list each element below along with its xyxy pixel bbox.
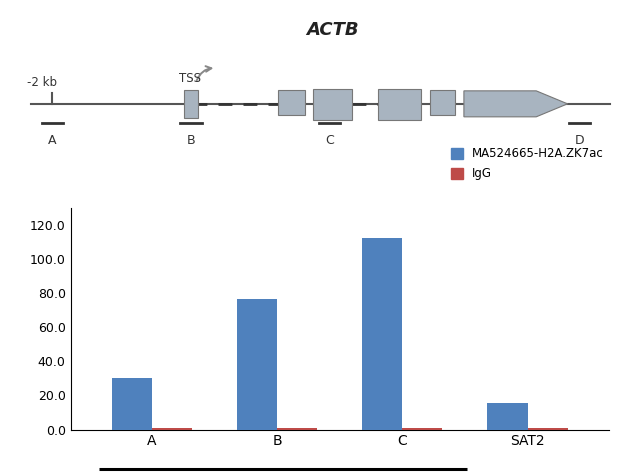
Bar xyxy=(362,238,403,430)
Text: C: C xyxy=(325,134,334,147)
Bar xyxy=(185,90,197,118)
Text: D: D xyxy=(575,134,585,147)
Bar xyxy=(237,299,277,430)
Bar xyxy=(152,428,192,430)
Bar xyxy=(277,428,317,430)
Text: ACTB: ACTB xyxy=(306,21,359,39)
Bar xyxy=(313,89,353,120)
Bar xyxy=(430,90,456,115)
Bar xyxy=(378,89,421,120)
Bar xyxy=(528,428,568,430)
Text: TSS: TSS xyxy=(179,72,201,85)
Bar xyxy=(488,403,528,430)
Legend: MA524665-H2A.ZK7ac, IgG: MA524665-H2A.ZK7ac, IgG xyxy=(446,143,608,185)
Text: -2 kb: -2 kb xyxy=(27,76,57,89)
Bar xyxy=(403,428,442,430)
Bar xyxy=(278,90,306,115)
FancyArrow shape xyxy=(464,91,567,117)
Text: B: B xyxy=(187,134,196,147)
Bar xyxy=(112,379,152,430)
Text: A: A xyxy=(48,134,56,147)
